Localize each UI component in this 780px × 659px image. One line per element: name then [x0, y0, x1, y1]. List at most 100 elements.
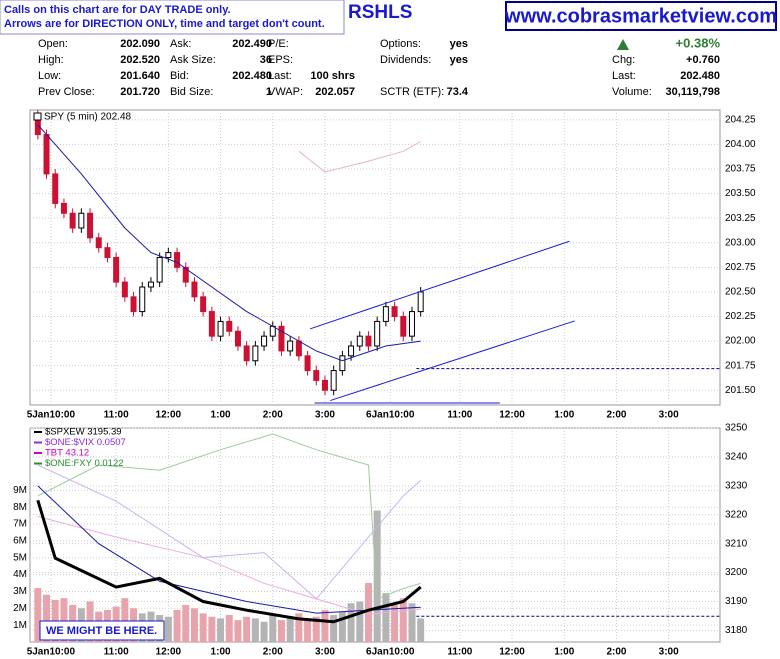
volume-bar [295, 613, 303, 642]
legend: SPY (5 min) 202.48 [44, 112, 132, 123]
quote-value: 73.4 [447, 86, 469, 98]
x-tick-label: 6Jan10:00 [366, 647, 415, 658]
x-tick-label: 12:00 [156, 647, 182, 658]
y-tick-label: 2M [13, 603, 27, 614]
quote-value: 202.480 [232, 70, 272, 82]
quote-value: 201.720 [120, 86, 160, 98]
candle-body [261, 335, 268, 347]
y-tick-label: 201.75 [725, 360, 756, 371]
x-tick-label: 6Jan10:00 [366, 410, 415, 421]
quote-label: Last: [612, 70, 636, 82]
y-tick-label: 202.00 [725, 336, 756, 347]
candle-body [226, 320, 233, 332]
y-tick-label: 3250 [725, 423, 748, 434]
annotation: WE MIGHT BE HERE. [46, 625, 157, 637]
x-tick-label: 1:00 [211, 410, 231, 421]
x-tick-label: 1:00 [211, 647, 231, 658]
candle-body [200, 296, 207, 313]
quote-value: 202.490 [232, 38, 272, 50]
y-tick-label: 5M [13, 552, 27, 563]
trend-line [310, 240, 570, 330]
volume-bar [251, 618, 259, 642]
quote-value: +0.38% [676, 35, 721, 50]
volume-bar [304, 618, 312, 642]
candle-body [43, 134, 50, 175]
quote-value: 30,119,798 [666, 86, 720, 98]
note: Calls on this chart are for DAY TRADE on… [4, 4, 231, 16]
volume-bar [164, 616, 172, 642]
quote-label: Volume: [612, 86, 652, 98]
trend-line [330, 320, 575, 402]
y-tick-label: 201.50 [725, 385, 756, 396]
volume-bar [373, 510, 381, 642]
volume-bar [43, 594, 51, 642]
volume-bar [417, 618, 425, 642]
candle-body [174, 252, 181, 268]
x-tick-label: 12:00 [499, 410, 525, 421]
candle-body [321, 379, 328, 391]
volume-bar [286, 616, 294, 642]
y-tick-label: 9M [13, 485, 27, 496]
candle-body [400, 316, 407, 337]
site: www.cobrasmarketview.com [504, 5, 777, 27]
volume-bar [382, 593, 390, 642]
candle-body [252, 345, 259, 362]
x-tick-label: 3:00 [659, 410, 679, 421]
candle-body [382, 306, 389, 322]
candle-body [243, 345, 250, 362]
volume-bar [217, 618, 225, 642]
candle-body [417, 291, 424, 313]
symbol: RSHLS [348, 2, 412, 23]
volume-bar [173, 609, 181, 642]
legend: $ONE:FXY 0.0122 [45, 458, 124, 469]
legend: TBT 43.12 [45, 448, 89, 459]
candle-body [156, 257, 163, 283]
quote-label: Low: [38, 70, 61, 82]
x-tick-label: 3:00 [315, 410, 335, 421]
volume-bar [60, 598, 68, 642]
candle-body [78, 212, 85, 229]
x-tick-label: 11:00 [447, 647, 472, 658]
volume-bar [269, 615, 277, 642]
y-tick-label: 203.75 [725, 164, 756, 175]
volume-bar [182, 604, 190, 642]
quote-label: SCTR (ETF): [380, 86, 444, 98]
y-tick-label: 202.75 [725, 262, 756, 273]
x-tick-label: 1:00 [554, 410, 574, 421]
quote-value: 201.640 [120, 70, 160, 82]
candle-body [287, 340, 294, 352]
quote-label: Ask: [170, 38, 191, 50]
quote-label: Open: [38, 38, 68, 50]
series-line [37, 464, 422, 600]
quote-label: P/E: [268, 38, 289, 50]
legend: $SPXEW 3195.39 [45, 427, 122, 438]
candle-body [191, 281, 198, 298]
quote-value: 202.090 [120, 38, 160, 50]
series-line [37, 485, 421, 614]
quote-value: yes [450, 54, 468, 66]
y-tick-label: 8M [13, 502, 27, 513]
volume-bar [364, 583, 372, 642]
x-tick-label: 2:00 [606, 647, 626, 658]
candle-body [234, 330, 241, 347]
y-tick-label: 3230 [725, 480, 748, 491]
x-tick-label: 12:00 [156, 410, 182, 421]
volume-bar [347, 603, 355, 642]
y-tick-label: 3180 [725, 625, 748, 636]
candle-body [356, 335, 363, 347]
y-tick-label: 3240 [725, 452, 748, 463]
series-line [37, 516, 421, 615]
y-tick-label: 3M [13, 586, 27, 597]
quote-label: Options: [380, 38, 421, 50]
candle-body [95, 237, 102, 249]
quote-value: +0.760 [686, 54, 720, 66]
y-tick-label: 7M [13, 519, 27, 530]
volume-bar [208, 616, 216, 642]
x-tick-label: 11:00 [104, 410, 129, 421]
series-line [36, 499, 422, 624]
series-line [37, 433, 421, 600]
up-arrow [617, 39, 629, 50]
volume-bar [34, 588, 42, 642]
candle-body [121, 281, 128, 298]
